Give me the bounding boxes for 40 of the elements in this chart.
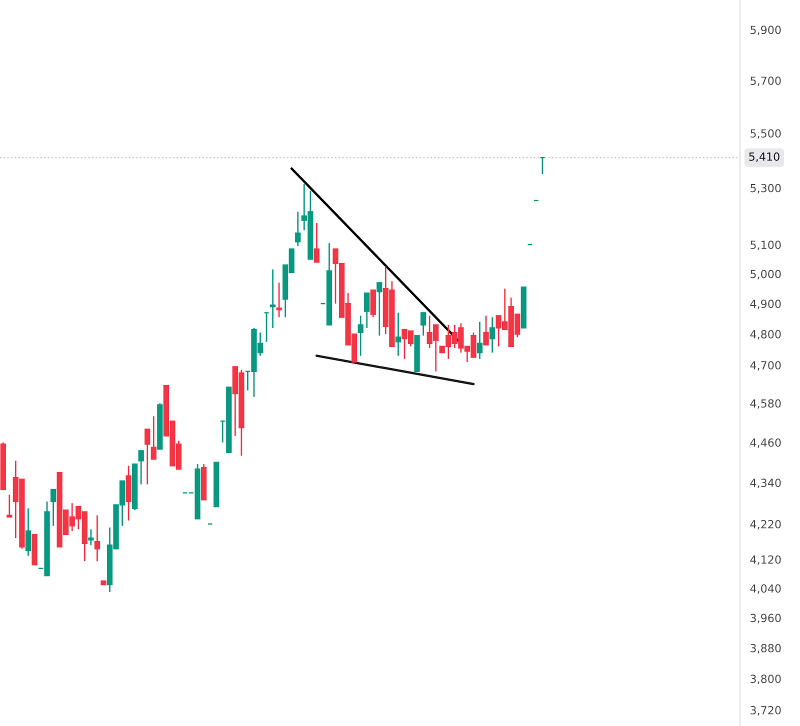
y-tick-label: 3,880 — [750, 644, 781, 654]
y-tick-label: 5,000 — [750, 270, 781, 280]
y-tick-label: 4,340 — [750, 478, 781, 488]
y-tick-label: 5,100 — [750, 240, 781, 250]
candlestick — [138, 450, 144, 486]
y-tick-label: 5,500 — [750, 129, 781, 139]
candlestick — [6, 494, 12, 518]
candlestick — [376, 282, 382, 336]
candlestick — [358, 315, 364, 356]
y-tick-label: 3,720 — [750, 706, 781, 716]
y-tick-label: 5,900 — [750, 26, 781, 36]
y-tick-label: 5,300 — [750, 184, 781, 194]
candlestick — [50, 488, 56, 526]
y-tick-label: 4,800 — [750, 330, 781, 340]
y-tick-label: 3,960 — [750, 614, 781, 624]
candlestick — [489, 316, 496, 354]
candlestick — [395, 312, 402, 356]
y-tick-label: 5,700 — [750, 76, 781, 86]
candlestick — [420, 312, 426, 336]
y-tick-label: 4,220 — [750, 520, 781, 530]
y-tick-label: 4,700 — [750, 361, 781, 371]
candlestick — [476, 321, 483, 360]
candlestick — [276, 282, 282, 318]
candlestick — [144, 428, 150, 486]
ref-line-label: 5,410 — [749, 152, 780, 162]
candlestick — [25, 508, 32, 557]
candlestick — [295, 211, 301, 247]
candlestick — [150, 416, 156, 460]
y-tick-label: 4,580 — [750, 399, 781, 409]
y-tick-label: 4,900 — [750, 300, 781, 310]
candlestick — [364, 292, 370, 329]
y-tick-label: 4,460 — [750, 438, 781, 448]
candlestick — [270, 268, 276, 329]
candlestick — [314, 222, 320, 263]
y-tick-label: 4,040 — [750, 584, 781, 594]
y-tick-label: 4,120 — [750, 555, 781, 565]
y-tick-label: 3,800 — [750, 674, 781, 684]
candlestick — [483, 315, 489, 346]
candlestick — [94, 514, 100, 562]
candlestick — [88, 528, 94, 546]
